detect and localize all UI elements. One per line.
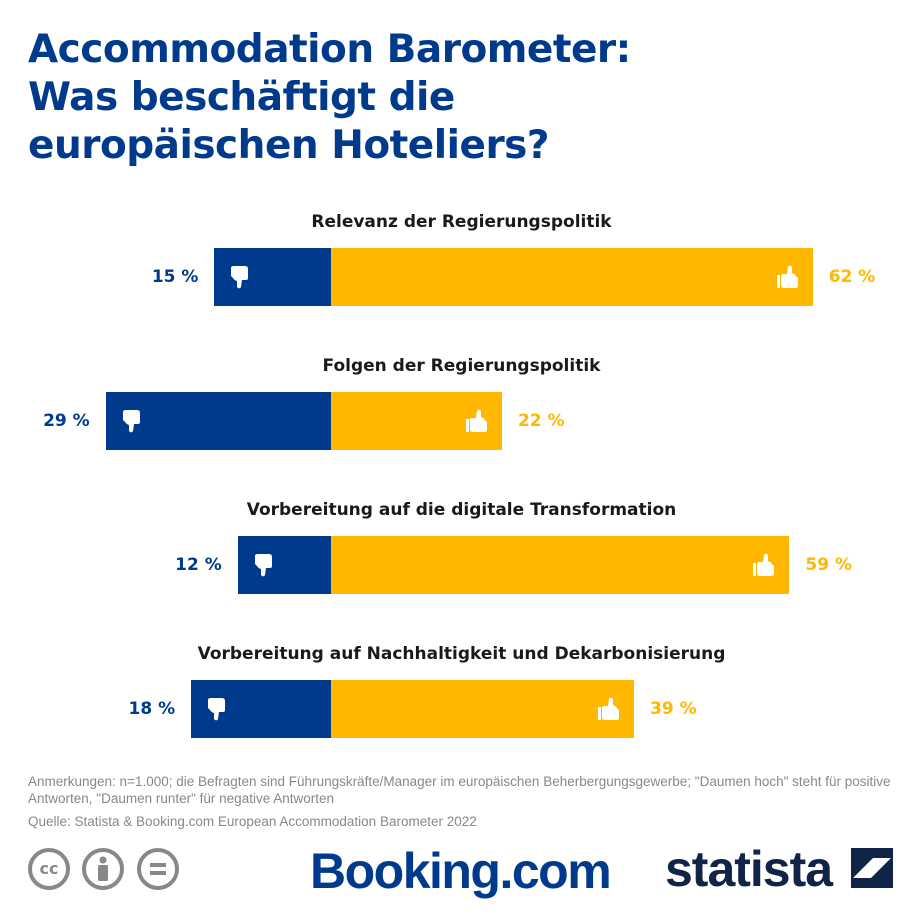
thumbs-down-icon <box>120 408 146 434</box>
negative-value-label: 15 % <box>151 267 199 287</box>
positive-bar <box>331 248 813 306</box>
thumbs-down-icon <box>252 552 278 578</box>
cc-icon: cc <box>28 848 70 890</box>
negative-value-label: 18 % <box>128 699 176 719</box>
no-derivatives-icon <box>137 848 179 890</box>
positive-bar <box>331 680 635 738</box>
source: Quelle: Statista & Booking.com European … <box>28 814 477 829</box>
category-label: Relevanz der Regierungspolitik <box>311 212 612 232</box>
thumbs-up-icon <box>751 552 777 578</box>
title-line: europäischen Hoteliers? <box>28 123 550 168</box>
negative-bar <box>214 248 331 306</box>
page-title: Accommodation Barometer: Was beschäftigt… <box>28 26 631 170</box>
negative-value-label: 29 % <box>43 411 90 431</box>
positive-value-label: 39 % <box>650 699 697 719</box>
negative-bar <box>237 536 331 594</box>
thumbs-up-icon <box>596 696 622 722</box>
positive-value-label: 62 % <box>828 267 876 287</box>
category-label: Vorbereitung auf Nachhaltigkeit und Deka… <box>197 644 726 664</box>
title-line: Accommodation Barometer: <box>28 27 631 72</box>
thumbs-down-icon <box>205 696 231 722</box>
thumbs-down-icon <box>228 264 254 290</box>
negative-value-label: 12 % <box>175 555 222 575</box>
attribution-icon <box>82 848 124 890</box>
positive-value-label: 59 % <box>805 555 853 575</box>
thumbs-up-icon <box>775 264 801 290</box>
thumbs-up-icon <box>464 408 490 434</box>
statista-logo: statista <box>665 840 893 898</box>
positive-bar <box>331 536 790 594</box>
footnote: Anmerkungen: n=1.000; die Befragten sind… <box>28 774 891 806</box>
statista-mark-icon <box>850 848 893 888</box>
category-label: Vorbereitung auf die digitale Transforma… <box>246 500 677 520</box>
title-line: Was beschäftigt die <box>28 75 455 120</box>
booking-logo: Booking.com <box>310 843 612 899</box>
statista-wordmark: statista <box>665 841 833 897</box>
category-label: Folgen der Regierungspolitik <box>322 356 601 376</box>
negative-bar <box>105 392 331 450</box>
positive-bar <box>331 392 502 450</box>
negative-bar <box>191 680 331 738</box>
positive-value-label: 22 % <box>517 411 565 431</box>
